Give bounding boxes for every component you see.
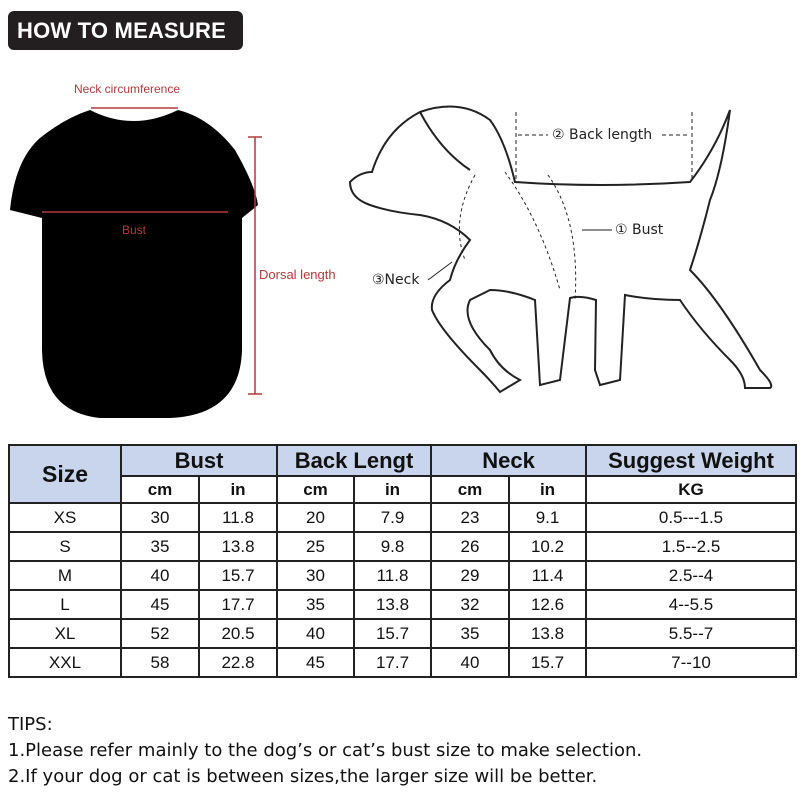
- table-cell: 7--10: [585, 647, 798, 678]
- table-cell: 1.5--2.5: [585, 531, 798, 562]
- header-size: Size: [8, 444, 122, 504]
- subheader: cm: [276, 475, 356, 504]
- subheader: in: [197, 475, 279, 504]
- subheader: in: [508, 475, 588, 504]
- table-cell: 45: [120, 589, 200, 620]
- table-cell: 17.7: [353, 647, 433, 678]
- tips: TIPS: 1.Please refer mainly to the dog’s…: [8, 712, 642, 790]
- table-cell: 17.7: [197, 589, 279, 620]
- dorsal-length-label: Dorsal length: [259, 267, 336, 282]
- table-cell: 15.7: [508, 647, 588, 678]
- table-cell: M: [8, 560, 122, 591]
- header-back-length: Back Lengt: [276, 444, 433, 477]
- table-cell: 5.5--7: [585, 618, 798, 649]
- shirt-silhouette: [10, 110, 258, 418]
- header-suggest-weight: Suggest Weight: [585, 444, 798, 477]
- subheader: in: [353, 475, 433, 504]
- table-cell: 35: [430, 618, 511, 649]
- table-cell: 45: [276, 647, 356, 678]
- header-bust: Bust: [119, 444, 279, 477]
- table-cell: 40: [120, 560, 200, 591]
- dog-neck-label: ③Neck: [372, 272, 420, 288]
- subheader: KG: [585, 475, 798, 504]
- table-cell: 9.1: [508, 502, 588, 533]
- table-cell: 13.8: [508, 618, 588, 649]
- table-cell: 2.5--4: [585, 560, 798, 591]
- table-cell: XS: [8, 502, 122, 533]
- table-cell: 52: [120, 618, 200, 649]
- table-cell: 4--5.5: [585, 589, 798, 620]
- table-cell: 10.2: [508, 531, 588, 562]
- table-cell: 13.8: [353, 589, 433, 620]
- table-cell: 25: [276, 531, 356, 562]
- table-row: M 40 15.7 30 11.8 29 11.4 2.5--4: [8, 560, 798, 591]
- table-cell: S: [8, 531, 122, 562]
- tip-line: 2.If your dog or cat is between sizes,th…: [8, 766, 598, 787]
- back-length-label: ② Back length: [552, 127, 653, 143]
- table-cell: 35: [276, 589, 356, 620]
- tips-heading: TIPS:: [8, 714, 53, 735]
- table-cell: 58: [120, 647, 200, 678]
- table-cell: 15.7: [197, 560, 279, 591]
- measure-illustration: [10, 105, 773, 418]
- table-cell: XL: [8, 618, 122, 649]
- table-cell: 30: [276, 560, 356, 591]
- table-cell: 7.9: [353, 502, 433, 533]
- table-row: S 35 13.8 25 9.8 26 10.2 1.5--2.5: [8, 531, 798, 562]
- subheader: cm: [120, 475, 200, 504]
- table-cell: 29: [430, 560, 511, 591]
- table-cell: 9.8: [353, 531, 433, 562]
- dog-outline: [348, 105, 773, 394]
- table-cell: 40: [430, 647, 511, 678]
- table-cell: 0.5---1.5: [585, 502, 798, 533]
- table-cell: 35: [120, 531, 200, 562]
- dog-bust-label: ① Bust: [615, 222, 664, 238]
- table-cell: XXL: [8, 647, 122, 678]
- table-cell: 30: [120, 502, 200, 533]
- bust-label: Bust: [122, 223, 147, 237]
- subheader: cm: [430, 475, 511, 504]
- size-chart-table: Size Bust Back Lengt Neck Suggest Weight…: [8, 444, 798, 678]
- table-cell: 13.8: [197, 531, 279, 562]
- table-cell: 15.7: [353, 618, 433, 649]
- tip-line: 1.Please refer mainly to the dog’s or ca…: [8, 740, 643, 761]
- table-cell: 23: [430, 502, 511, 533]
- table-cell: 11.8: [197, 502, 279, 533]
- table-cell: 12.6: [508, 589, 588, 620]
- table-cell: 32: [430, 589, 511, 620]
- neck-circumference-label: Neck circumference: [74, 82, 181, 96]
- table-row: XS 30 11.8 20 7.9 23 9.1 0.5---1.5: [8, 502, 798, 533]
- table-row: XL 52 20.5 40 15.7 35 13.8 5.5--7: [8, 618, 798, 649]
- table-cell: 26: [430, 531, 511, 562]
- table-cell: 40: [276, 618, 356, 649]
- table-cell: 11.8: [353, 560, 433, 591]
- table-cell: L: [8, 589, 122, 620]
- header-neck: Neck: [430, 444, 588, 477]
- table-cell: 11.4: [508, 560, 588, 591]
- table-cell: 20.5: [197, 618, 279, 649]
- table-row: XXL 58 22.8 45 17.7 40 15.7 7--10: [8, 647, 798, 678]
- table-cell: 20: [276, 502, 356, 533]
- how-to-measure-badge: HOW TO MEASURE: [8, 11, 243, 50]
- back-length-guide: [427, 112, 693, 281]
- table-cell: 22.8: [197, 647, 279, 678]
- table-row: L 45 17.7 35 13.8 32 12.6 4--5.5: [8, 589, 798, 620]
